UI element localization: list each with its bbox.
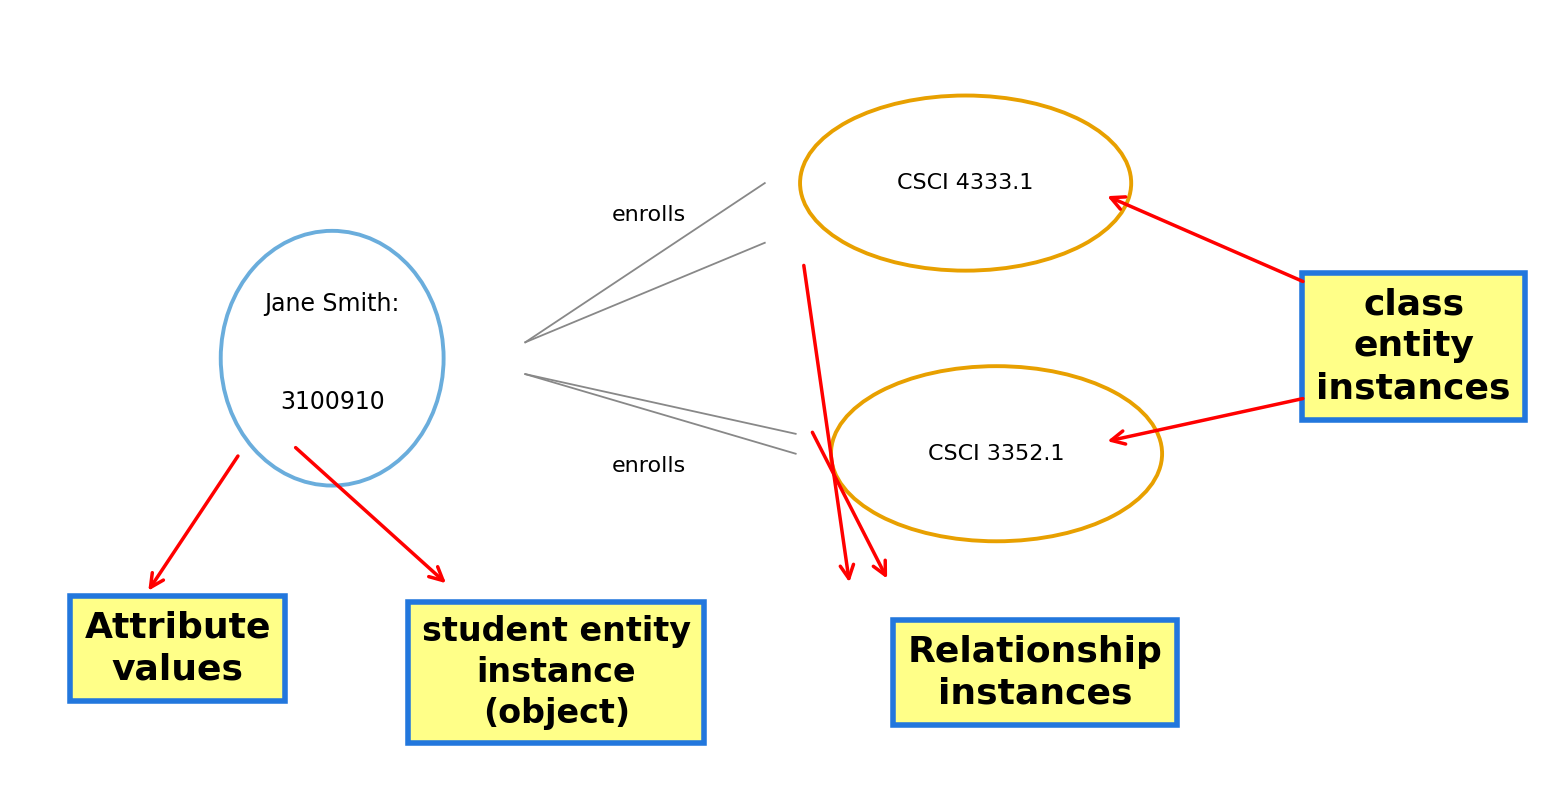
Text: 3100910: 3100910 <box>280 390 385 414</box>
Text: student entity
instance
(object): student entity instance (object) <box>422 615 691 730</box>
Text: enrolls: enrolls <box>612 455 686 476</box>
Text: enrolls: enrolls <box>612 205 686 225</box>
Text: Attribute
values: Attribute values <box>85 611 270 687</box>
Text: Relationship
instances: Relationship instances <box>908 634 1162 711</box>
Text: Jane Smith:: Jane Smith: <box>264 292 400 316</box>
Text: CSCI 3352.1: CSCI 3352.1 <box>929 443 1065 464</box>
Text: class
entity
instances: class entity instances <box>1316 287 1511 405</box>
Text: CSCI 4333.1: CSCI 4333.1 <box>898 173 1034 193</box>
